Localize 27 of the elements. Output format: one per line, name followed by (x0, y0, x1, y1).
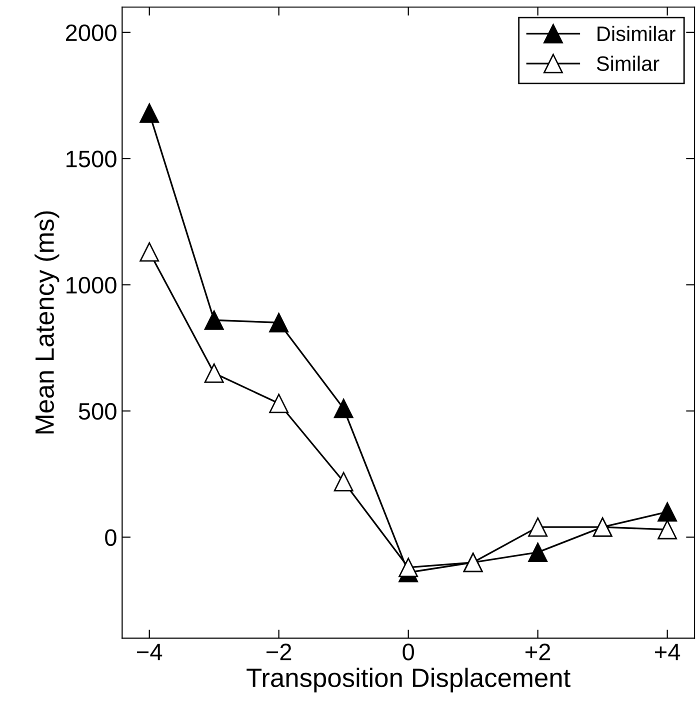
legend-label: Similar (596, 56, 660, 72)
point (528, 517, 548, 537)
point (658, 502, 678, 522)
point (269, 394, 289, 414)
point (204, 310, 224, 330)
x-tick-label: 0 (402, 644, 414, 660)
y-tick-label: 500 (78, 403, 116, 420)
x-axis-title: Transposition Displacement (246, 668, 570, 692)
x-tick-label: −2 (266, 644, 292, 660)
point (140, 242, 160, 262)
y-tick-label: 2000 (66, 24, 116, 42)
legend-label: Disimilar (598, 26, 676, 42)
y-tick-label: 0 (105, 529, 116, 546)
point (334, 398, 354, 418)
point (658, 520, 678, 540)
y-tick-label: 1500 (66, 150, 116, 168)
point (204, 363, 224, 383)
y-tick-label: 1000 (66, 276, 116, 294)
point (140, 103, 160, 123)
x-tick-label: +4 (655, 644, 680, 660)
x-tick-label: +2 (526, 644, 550, 660)
point (334, 472, 354, 492)
y-axis-title: Mean Latency (ms) (34, 211, 60, 434)
point (269, 312, 289, 332)
x-tick-label: −4 (137, 644, 162, 660)
point (398, 558, 418, 578)
point (528, 542, 548, 562)
